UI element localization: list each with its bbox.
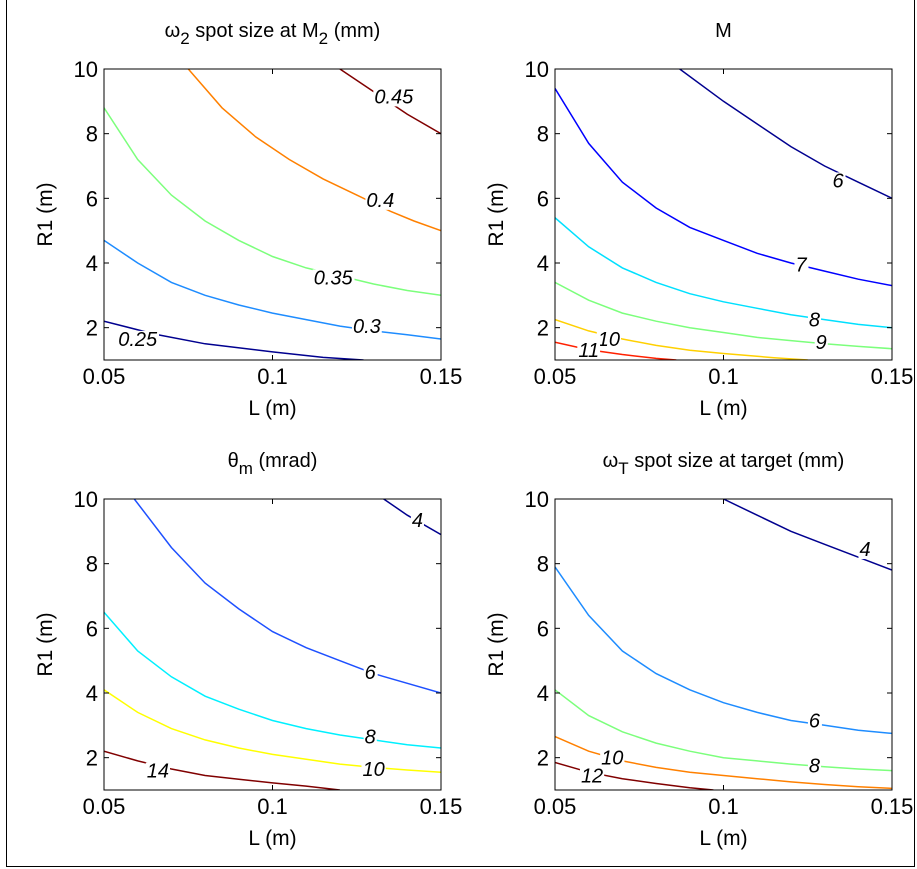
y-tick-label: 10	[525, 487, 549, 512]
contour-line-8	[104, 611, 441, 749]
y-tick-label: 4	[537, 681, 549, 706]
x-tick-label: 0.1	[708, 364, 739, 389]
contour-label: 11	[578, 340, 599, 362]
x-tick-label: 0.15	[420, 794, 463, 819]
contour-label: 4	[859, 539, 870, 561]
contour-panel-3: 4 6 8 10 14 0.05 0.1 0.15 2 4 6 8 10 L (m) R1 (m) θm (m…	[34, 450, 462, 850]
contour-line-0.4	[187, 69, 441, 232]
contour-line-6	[679, 69, 892, 199]
y-tick-label: 2	[537, 316, 549, 341]
y-axis-label: R1 (m)	[485, 182, 508, 246]
contour-line-12	[555, 761, 714, 790]
contour-label: 9	[816, 332, 827, 354]
axes-box	[103, 498, 442, 791]
contour-label: 6	[809, 710, 821, 732]
y-tick-label: 10	[525, 57, 549, 82]
contour-label: 6	[833, 170, 845, 192]
contour-line-0.35	[104, 107, 441, 297]
contour-line-7	[555, 88, 892, 287]
y-tick-label: 10	[74, 487, 98, 512]
x-tick-label: 0.1	[708, 794, 739, 819]
contour-line-10	[555, 318, 808, 360]
contour-label: 0.3	[353, 316, 381, 338]
contour-line-6	[555, 566, 892, 735]
contour-line-8	[555, 217, 892, 329]
x-tick-label: 0.15	[420, 364, 463, 389]
y-tick-label: 2	[86, 316, 98, 341]
contour-label: 8	[809, 756, 820, 778]
y-tick-label: 6	[537, 186, 549, 211]
y-tick-label: 8	[537, 122, 549, 147]
y-axis-label: R1 (m)	[34, 612, 57, 676]
y-axis-label: R1 (m)	[34, 182, 57, 246]
y-tick-label: 6	[86, 186, 98, 211]
x-axis-label: L (m)	[699, 827, 747, 850]
contour-label: 8	[809, 309, 820, 331]
x-tick-label: 0.05	[534, 794, 577, 819]
contour-line-8	[555, 689, 892, 772]
contour-line-9	[555, 281, 892, 350]
y-tick-label: 6	[537, 616, 549, 641]
x-tick-label: 0.15	[871, 794, 914, 819]
contour-label: 10	[598, 329, 620, 351]
x-tick-label: 0.05	[83, 364, 126, 389]
y-tick-label: 8	[86, 122, 98, 147]
contour-label: 0.35	[314, 267, 354, 289]
x-axis-label: L (m)	[248, 397, 296, 420]
y-tick-label: 4	[86, 681, 98, 706]
y-tick-label: 8	[86, 552, 98, 577]
contour-panel-1: 0.25 0.3 0.35 0.4 0.45 0.05 0.1 0.15 2 4 6 8 10 L (m)…	[34, 20, 462, 420]
contour-line-14	[104, 750, 340, 790]
contour-label: 8	[365, 727, 376, 749]
y-tick-label: 10	[74, 57, 98, 82]
y-tick-label: 4	[537, 251, 549, 276]
y-tick-label: 2	[537, 746, 549, 771]
y-axis-label: R1 (m)	[485, 612, 508, 676]
contour-label: 6	[365, 662, 377, 684]
figure-frame	[6, 0, 915, 867]
contour-label: 0.25	[118, 329, 158, 351]
y-tick-label: 6	[86, 616, 98, 641]
y-tick-label: 4	[86, 251, 98, 276]
chart-title: M	[715, 20, 732, 42]
contour-label: 0.45	[374, 86, 414, 108]
axes-box	[103, 68, 442, 361]
contour-label: 12	[581, 765, 603, 787]
chart-title: ω2 spot size at M2 (mm)	[165, 20, 381, 48]
contour-label: 10	[601, 748, 623, 770]
contour-label: 14	[147, 760, 169, 782]
contour-line-4	[723, 499, 892, 571]
contour-line-4	[383, 499, 441, 536]
contour-line-6	[133, 499, 441, 694]
x-tick-label: 0.1	[257, 794, 288, 819]
x-tick-label: 0.05	[83, 794, 126, 819]
contour-label: 10	[362, 759, 384, 781]
y-tick-label: 2	[86, 746, 98, 771]
y-tick-label: 8	[537, 552, 549, 577]
contour-label: 4	[412, 510, 423, 532]
x-tick-label: 0.1	[257, 364, 288, 389]
x-tick-label: 0.15	[871, 364, 914, 389]
contour-label: 7	[795, 255, 807, 277]
chart-title: ωT spot size at target (mm)	[603, 450, 845, 478]
contour-line-0.3	[104, 239, 441, 340]
chart-title: θm (mrad)	[228, 450, 318, 478]
axes-box	[554, 68, 893, 361]
axes-box	[554, 498, 893, 791]
x-axis-label: L (m)	[699, 397, 747, 420]
x-tick-label: 0.05	[534, 364, 577, 389]
x-axis-label: L (m)	[248, 827, 296, 850]
contour-label: 0.4	[366, 190, 394, 212]
